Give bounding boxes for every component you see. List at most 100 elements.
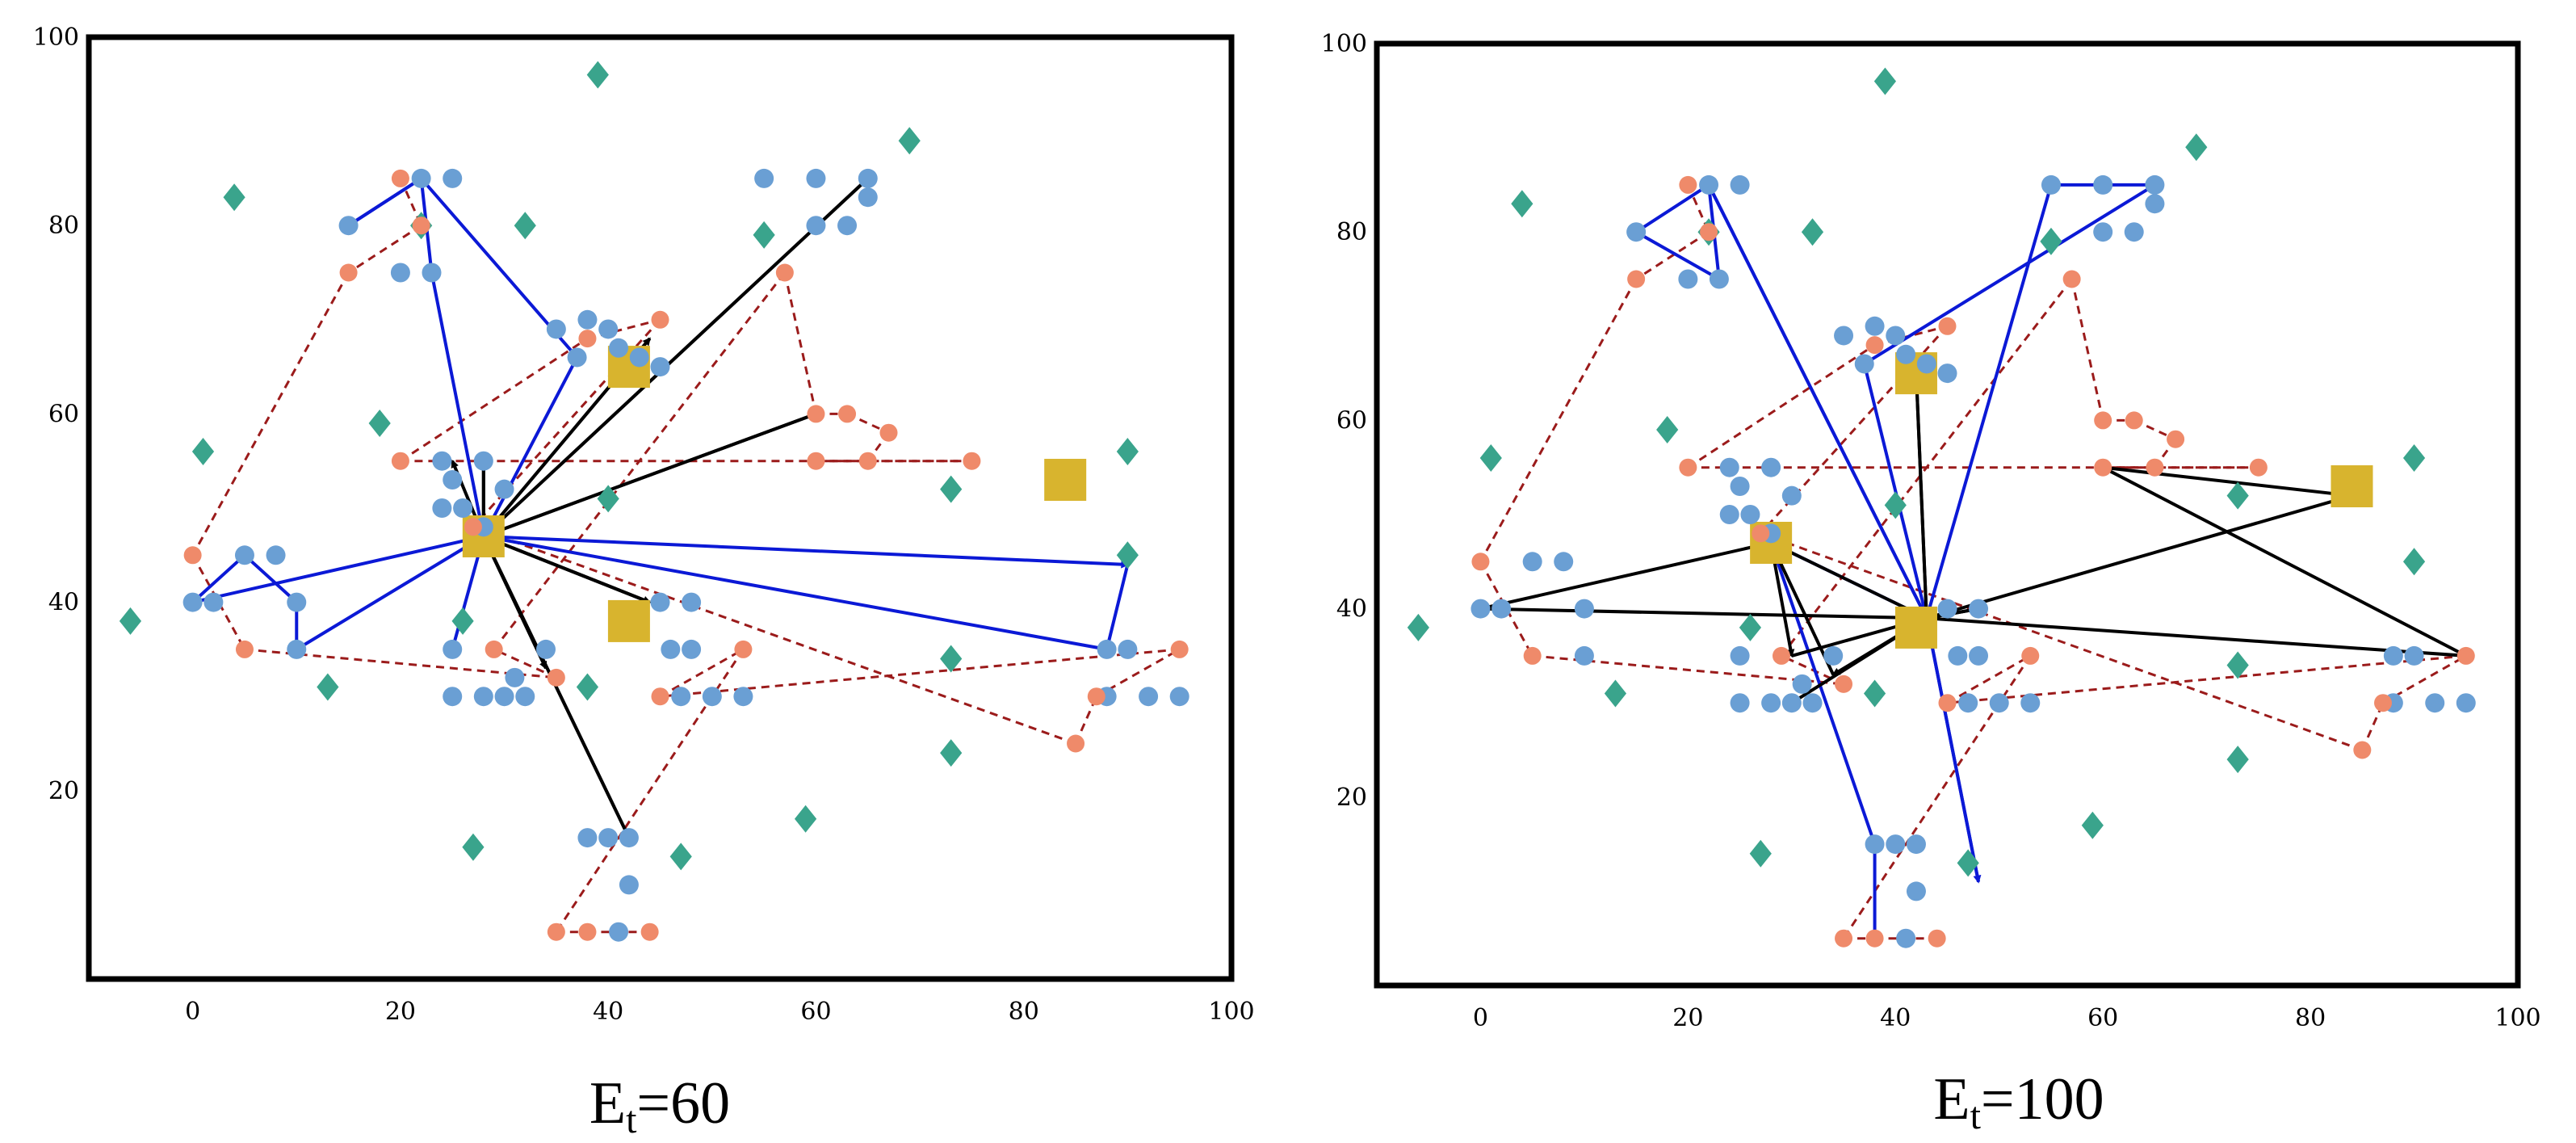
right-obstacle-marker <box>1604 679 1627 708</box>
left-customer-point <box>515 687 535 707</box>
right-obstacle-marker <box>1511 190 1533 218</box>
right-obstacle-marker <box>1479 444 1502 473</box>
left-pickup-point <box>807 405 825 423</box>
left-obstacle-marker <box>462 833 485 861</box>
right-y-tick-label: 20 <box>1336 784 1367 812</box>
right-customer-point <box>1730 645 1750 666</box>
right-customer-point <box>1730 693 1750 713</box>
right-pickup-point <box>1835 674 1853 693</box>
right-pickup-point <box>1679 458 1697 477</box>
right-pickup-point <box>2167 430 2185 448</box>
left-pickups <box>183 169 1189 941</box>
left-plot-frame <box>86 34 1235 982</box>
left-pickup-point <box>838 405 857 423</box>
right-customer-point <box>2425 693 2445 713</box>
right-customer-point <box>1471 599 1491 619</box>
left-customer-point <box>702 687 722 707</box>
left-customer-point <box>858 168 878 188</box>
left-dashed-route-segment <box>191 271 350 557</box>
left-pickup-point <box>547 668 565 687</box>
left-customer-point <box>598 828 619 848</box>
right-obstacle-marker <box>2185 133 2208 162</box>
right-customer-point <box>2093 222 2113 242</box>
right-blue-route-segment <box>1924 184 2053 620</box>
right-black-route-segment <box>1926 616 2468 660</box>
right-black-route-segment <box>2101 465 2467 658</box>
left-customer-point <box>609 338 629 358</box>
right-obstacle-marker <box>1884 491 1907 519</box>
left-x-tick-labels: 0 20 40 60 80 100 <box>185 998 1255 1026</box>
right-customer-point <box>1896 928 1916 948</box>
right-pickup-point <box>1835 929 1853 948</box>
right-customer-point <box>2145 174 2165 195</box>
right-dashed-route-segment <box>1687 343 1877 469</box>
right-y-tick-labels: 20 40 60 80 100 <box>1321 30 1367 812</box>
right-customer-point <box>2456 693 2476 713</box>
left-pickup-point <box>485 640 503 658</box>
left-black-route-segment <box>481 412 817 538</box>
left-customer-point <box>443 639 463 659</box>
left-customer-point <box>567 347 587 368</box>
right-black-route-segment <box>1769 541 1836 676</box>
right-obstacle-marker <box>2226 481 2249 510</box>
left-customer-point <box>577 309 598 330</box>
left-pickup-point <box>734 640 753 658</box>
left-customer-point <box>443 687 463 707</box>
right-pickup-point <box>1627 270 1646 288</box>
right-dashed-route-segment <box>1634 230 1710 280</box>
left-customer-point <box>754 168 774 188</box>
left-customer-point <box>505 667 525 687</box>
left-customer-point <box>390 263 410 283</box>
right-dashed-route-segment <box>1946 654 2033 704</box>
left-customer-point <box>1118 639 1138 659</box>
right-pickup-point <box>2249 458 2268 477</box>
left-obstacle-marker <box>223 183 245 212</box>
left-depot-marker <box>607 599 650 642</box>
right-customer-point <box>1958 693 1978 713</box>
right-x-tick-label: 60 <box>2087 1004 2118 1032</box>
left-blue-route-segment <box>243 553 298 604</box>
left-blue-route-segment <box>482 356 579 538</box>
left-obstacle-marker <box>1116 438 1139 466</box>
left-panel-title: Et=60 <box>589 1070 730 1141</box>
right-pickup-point <box>2374 694 2393 712</box>
left-customer-point <box>1169 687 1189 707</box>
right-customer-point <box>2093 174 2113 195</box>
right-plot-frame <box>1374 40 2521 989</box>
right-blue-route-segment <box>1924 616 1980 883</box>
right-customer-point <box>1554 552 1574 572</box>
left-dashed-route-segment <box>659 648 745 698</box>
left-y-tick-label: 80 <box>48 212 79 240</box>
left-obstacle-marker <box>586 61 609 89</box>
left-customer-point <box>629 347 649 368</box>
right-y-tick-label: 80 <box>1336 218 1367 246</box>
left-dashed-route-segment <box>400 337 589 462</box>
left-pickup-point <box>578 922 597 941</box>
right-customer-point <box>1719 457 1739 477</box>
right-customer-point <box>2383 645 2403 666</box>
left-depot-marker <box>1044 459 1087 502</box>
right-y-tick-label: 40 <box>1336 595 1367 624</box>
right-customer-point <box>1906 881 1926 901</box>
left-customer-point <box>453 498 473 518</box>
right-pickup-point <box>2094 458 2112 477</box>
left-blue-route-segment <box>1104 564 1130 651</box>
left-pickup-point <box>547 922 565 941</box>
left-depots <box>462 346 1087 642</box>
left-obstacle-marker <box>451 607 474 635</box>
right-y-tick-label: 60 <box>1336 406 1367 435</box>
right-customers <box>1471 174 2476 948</box>
left-customer-point <box>682 592 702 612</box>
right-obstacles <box>1407 67 2426 877</box>
right-obstacle-marker <box>1656 416 1679 444</box>
right-dashed-route-segment <box>1780 654 1844 686</box>
left-blue-routes <box>191 176 1130 651</box>
left-obstacle-marker <box>669 843 692 871</box>
right-customer-point <box>2145 194 2165 214</box>
left-dashed-route-segment <box>492 648 557 679</box>
right-customer-point <box>1781 693 1802 713</box>
left-customer-point <box>494 479 514 499</box>
left-customer-point <box>577 828 598 848</box>
left-dashed-routes <box>191 178 1181 936</box>
right-dashed-route-segment <box>1760 532 2364 752</box>
